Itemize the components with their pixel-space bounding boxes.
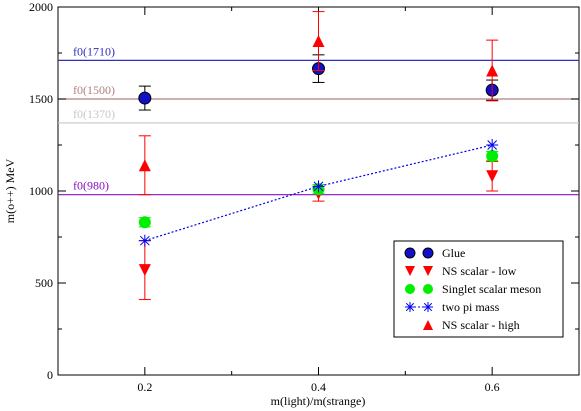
reference-line-label: f0(1710) <box>73 44 115 58</box>
reference-line-label: f0(1370) <box>73 107 115 121</box>
legend-marker <box>423 284 433 294</box>
legend-label: NS scalar - high <box>442 318 520 332</box>
y-tick-label: 500 <box>35 276 53 290</box>
data-point <box>138 264 151 277</box>
legend-marker <box>405 284 415 294</box>
series-ns-scalar-high <box>138 11 499 196</box>
x-tick-label: 0.6 <box>485 380 500 394</box>
legend-marker <box>404 247 416 259</box>
reference-line-label: f0(980) <box>73 179 109 193</box>
legend-marker <box>423 320 433 330</box>
data-point <box>312 180 325 193</box>
legend-marker <box>422 247 434 259</box>
reference-line-label: f0(1500) <box>73 83 115 97</box>
legend-box <box>393 240 564 338</box>
series-two-pi-mass <box>138 139 499 247</box>
legend-label: two pi mass <box>442 300 500 314</box>
data-point <box>138 91 152 105</box>
data-point <box>138 216 151 229</box>
x-tick-label: 0.2 <box>137 380 152 394</box>
data-point <box>486 170 499 183</box>
x-tick-label: 0.4 <box>311 380 326 394</box>
legend-label: NS scalar - low <box>442 264 517 278</box>
y-tick-label: 1500 <box>29 92 53 106</box>
data-point <box>138 234 151 247</box>
legend-marker <box>405 266 415 276</box>
legend-marker <box>423 266 433 276</box>
x-axis-label: m(light)/m(strange) <box>271 394 366 408</box>
data-point <box>486 64 499 77</box>
legend-label: Glue <box>442 246 465 260</box>
y-tick-label: 2000 <box>29 0 53 14</box>
data-point <box>486 150 499 163</box>
series-glue <box>138 54 499 111</box>
y-axis-label: m(o++) MeV <box>3 158 17 223</box>
y-tick-label: 0 <box>47 368 53 382</box>
data-point <box>138 159 151 172</box>
data-point <box>486 139 499 151</box>
data-point <box>312 35 325 48</box>
y-tick-label: 1000 <box>29 184 53 198</box>
legend-label: Singlet scalar meson <box>442 282 541 296</box>
